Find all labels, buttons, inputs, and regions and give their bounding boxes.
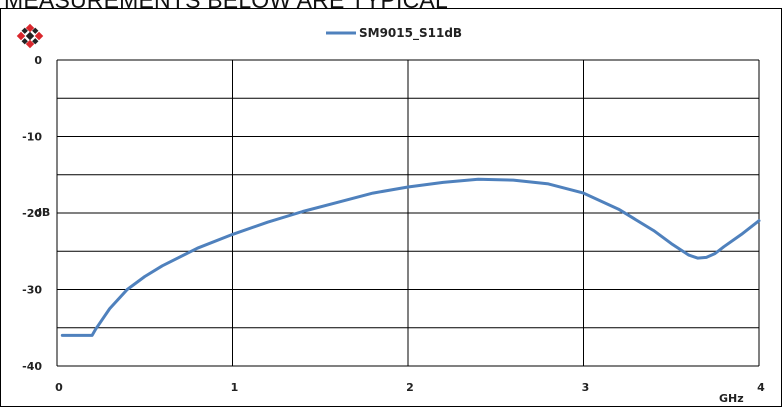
grid-layer bbox=[56, 59, 760, 367]
legend-label: SM9015_S11dB bbox=[359, 26, 462, 41]
y-tick-label: -30 bbox=[22, 284, 42, 297]
diamond-logo-icon bbox=[16, 23, 44, 49]
x-tick-label: 2 bbox=[406, 381, 414, 394]
page-heading: MEASUREMENTS BELOW ARE TYPICAL bbox=[4, 0, 448, 13]
y-tick-label: -20 bbox=[22, 207, 42, 220]
legend: SM9015_S11dB bbox=[326, 26, 462, 41]
y-tick-label: -40 bbox=[22, 360, 42, 373]
x-tick-label: 0 bbox=[55, 381, 63, 394]
x-tick-label: 4 bbox=[757, 381, 765, 394]
series-line bbox=[60, 177, 761, 337]
x-tick-label: 3 bbox=[582, 381, 590, 394]
y-axis-label: dB bbox=[34, 206, 50, 219]
y-tick-label: -10 bbox=[22, 131, 42, 144]
series-layer bbox=[60, 177, 761, 337]
tick-layer: 0 -10 -20 -30 -40 0 1 2 3 4 bbox=[22, 54, 765, 394]
y-tick-label: 0 bbox=[34, 54, 42, 67]
chart-frame bbox=[0, 8, 782, 407]
x-axis-label: GHz bbox=[719, 392, 744, 405]
x-tick-label: 1 bbox=[231, 381, 239, 394]
